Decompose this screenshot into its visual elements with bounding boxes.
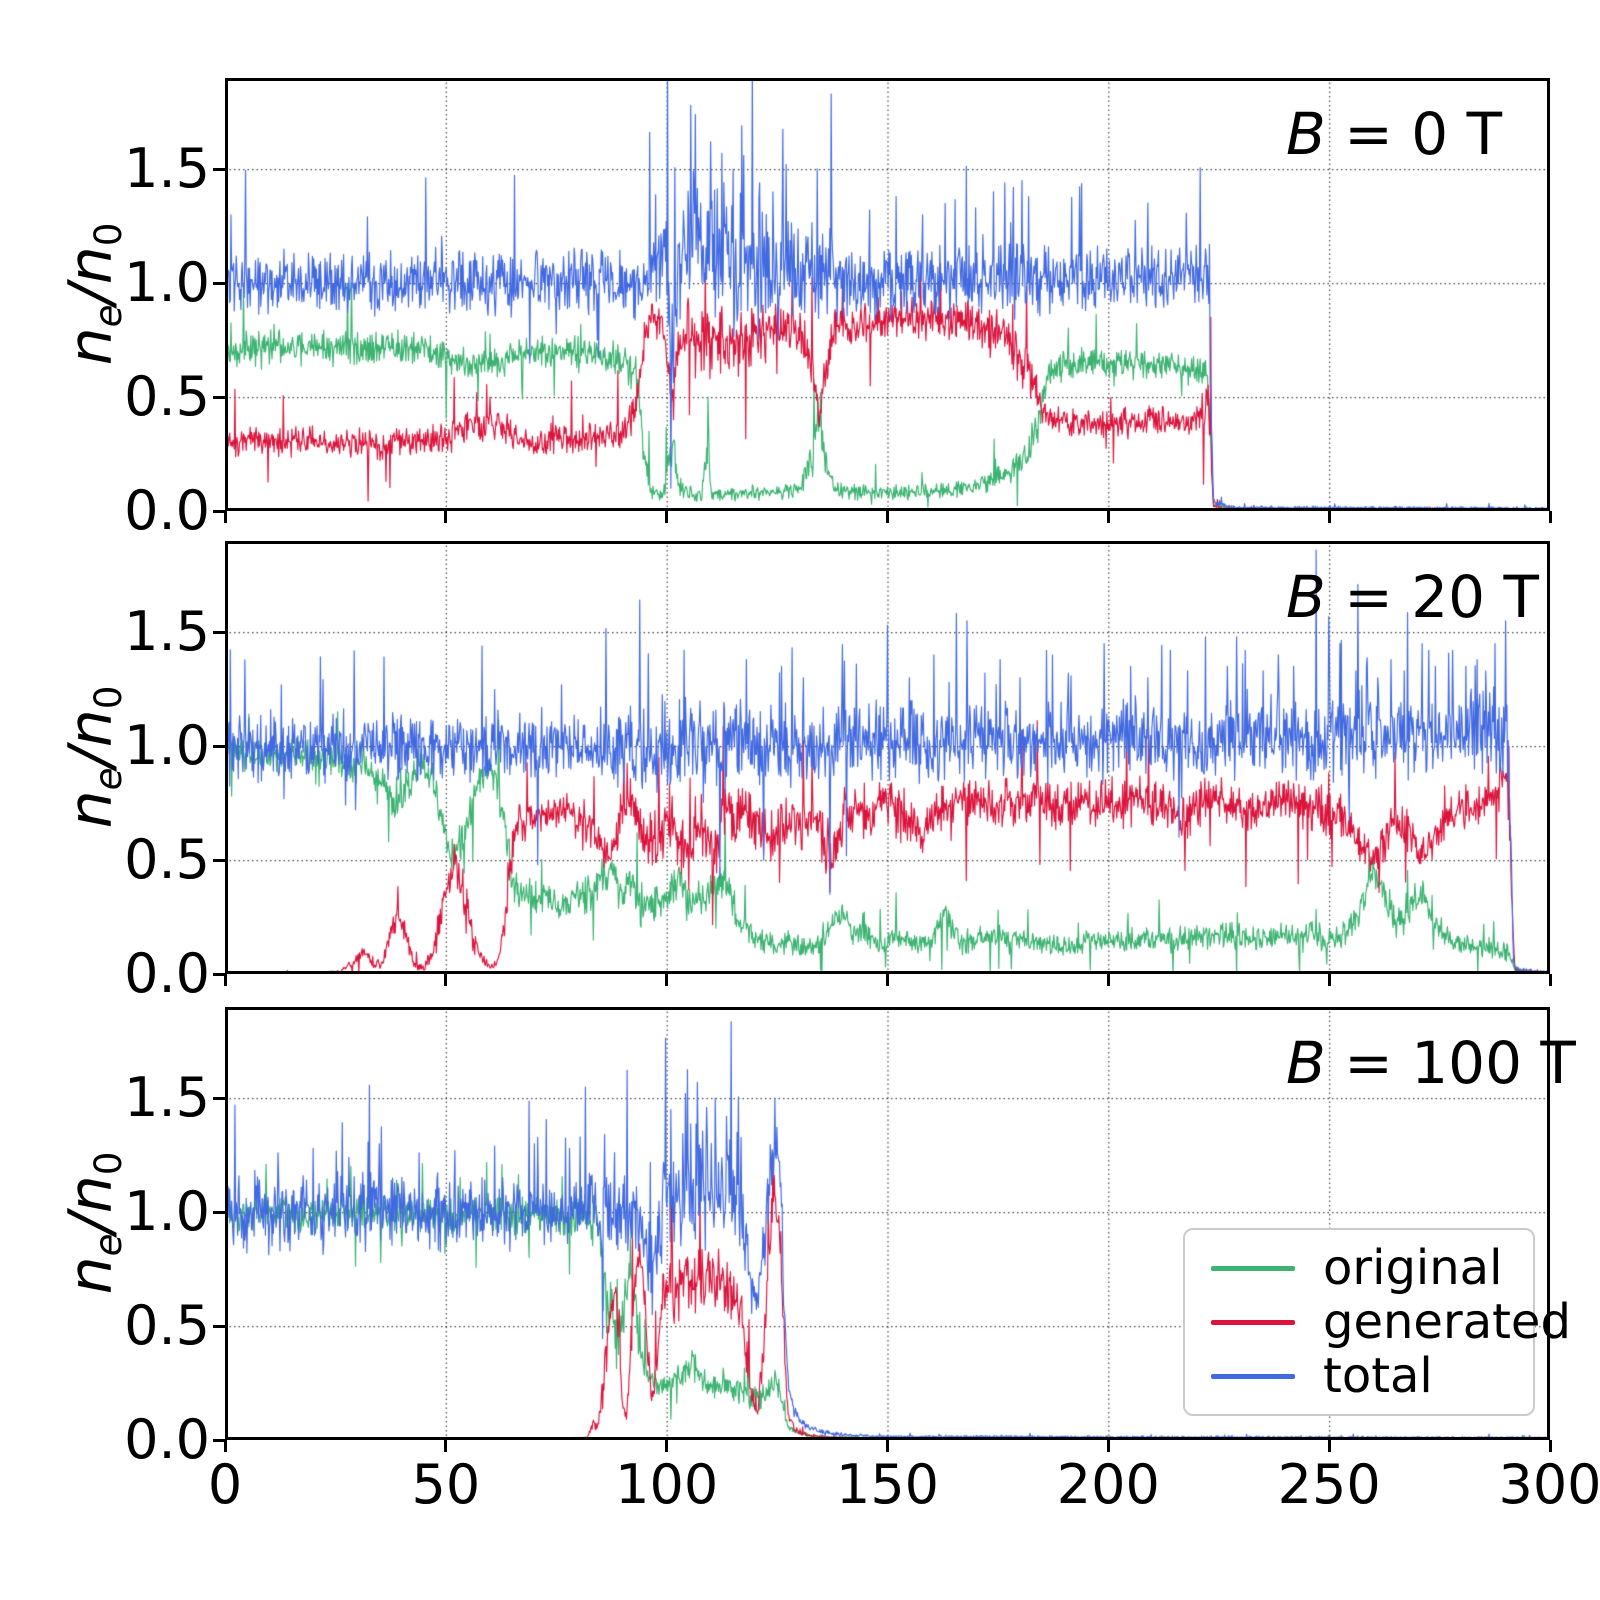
x-tick-mark bbox=[1548, 511, 1552, 523]
y-tick-label: 0.5 bbox=[124, 1294, 210, 1358]
y-tick-label: 1.0 bbox=[124, 714, 210, 778]
x-tick-mark bbox=[1106, 1440, 1110, 1452]
x-tick-label: 50 bbox=[411, 1453, 481, 1516]
panel-label-b100-symbol: B bbox=[1286, 1029, 1326, 1097]
x-tick-label: 250 bbox=[1277, 1453, 1381, 1516]
y-tick-mark bbox=[213, 1324, 225, 1328]
x-tick-mark bbox=[886, 974, 889, 986]
y-tick-mark bbox=[213, 1096, 225, 1100]
y-tick-label: 1.0 bbox=[124, 251, 210, 315]
legend-line-generated bbox=[1211, 1319, 1295, 1325]
x-tick-mark bbox=[1548, 1440, 1552, 1452]
y-tick-mark bbox=[213, 167, 225, 171]
y-tick-label: 1.5 bbox=[124, 600, 210, 664]
x-tick-mark bbox=[665, 974, 669, 986]
panel-label-b20-value: = 20 T bbox=[1325, 563, 1539, 631]
x-tick-mark bbox=[1327, 974, 1331, 986]
x-tick-mark bbox=[665, 511, 669, 523]
panel-label-b100-value: = 100 T bbox=[1325, 1029, 1576, 1097]
y-tick-label: 0.0 bbox=[124, 479, 210, 542]
panel-label-b20: B = 20 T bbox=[1286, 563, 1539, 633]
legend-line-original bbox=[1211, 1265, 1295, 1271]
x-tick-mark bbox=[444, 1440, 448, 1452]
x-tick-label: 200 bbox=[1056, 1453, 1160, 1516]
x-tick-mark bbox=[223, 974, 227, 986]
y-tick-mark bbox=[213, 630, 225, 634]
x-tick-mark bbox=[223, 511, 227, 523]
y-tick-mark bbox=[213, 972, 225, 976]
panel-label-b0: B = 0 T bbox=[1286, 100, 1502, 170]
panel-label-b0-symbol: B bbox=[1286, 100, 1326, 168]
y-tick-label: 0.5 bbox=[124, 365, 210, 429]
y-tick-mark bbox=[213, 858, 225, 862]
plot-canvas-b0 bbox=[225, 78, 1550, 511]
y-tick-label: 0.0 bbox=[124, 942, 210, 1005]
x-tick-mark bbox=[223, 1440, 227, 1452]
legend-entry-total: total bbox=[1211, 1352, 1507, 1400]
x-tick-mark bbox=[1327, 511, 1331, 523]
x-tick-label: 150 bbox=[835, 1453, 940, 1516]
x-tick-mark bbox=[665, 1440, 669, 1452]
x-tick-mark bbox=[1548, 974, 1552, 986]
y-tick-mark bbox=[213, 744, 225, 748]
legend-line-total bbox=[1211, 1373, 1295, 1379]
legend-label-generated: generated bbox=[1323, 1294, 1571, 1350]
panel-label-b100: B = 100 T bbox=[1286, 1029, 1576, 1099]
x-tick-label: 100 bbox=[615, 1453, 719, 1516]
panel-label-b20-symbol: B bbox=[1286, 563, 1326, 631]
x-tick-label: 0 bbox=[207, 1453, 243, 1516]
legend-label-original: original bbox=[1323, 1240, 1503, 1296]
y-tick-label: 0.0 bbox=[124, 1408, 210, 1471]
x-tick-mark bbox=[1106, 974, 1110, 986]
y-tick-mark bbox=[213, 1210, 225, 1214]
x-tick-mark bbox=[1327, 1440, 1331, 1452]
y-tick-label: 1.5 bbox=[124, 1066, 210, 1130]
y-tick-mark bbox=[213, 281, 225, 285]
legend-label-total: total bbox=[1323, 1348, 1433, 1404]
panel-label-b0-value: = 0 T bbox=[1325, 100, 1503, 168]
y-tick-mark bbox=[213, 509, 225, 513]
y-tick-label: 1.0 bbox=[124, 1180, 210, 1244]
y-tick-mark bbox=[213, 395, 225, 399]
x-tick-label: 300 bbox=[1498, 1453, 1600, 1516]
legend-entry-original: original bbox=[1211, 1244, 1507, 1292]
x-tick-mark bbox=[1106, 511, 1110, 523]
plot-canvas-b20 bbox=[225, 541, 1550, 974]
y-tick-label: 1.5 bbox=[124, 137, 210, 201]
y-tick-label: 0.5 bbox=[124, 828, 210, 892]
legend: original generated total bbox=[1183, 1228, 1571, 1416]
x-tick-mark bbox=[444, 511, 448, 523]
x-tick-mark bbox=[444, 974, 448, 986]
x-tick-mark bbox=[886, 1440, 889, 1452]
x-tick-mark bbox=[886, 511, 889, 523]
y-tick-mark bbox=[213, 1438, 225, 1442]
legend-entry-generated: generated bbox=[1211, 1298, 1571, 1346]
